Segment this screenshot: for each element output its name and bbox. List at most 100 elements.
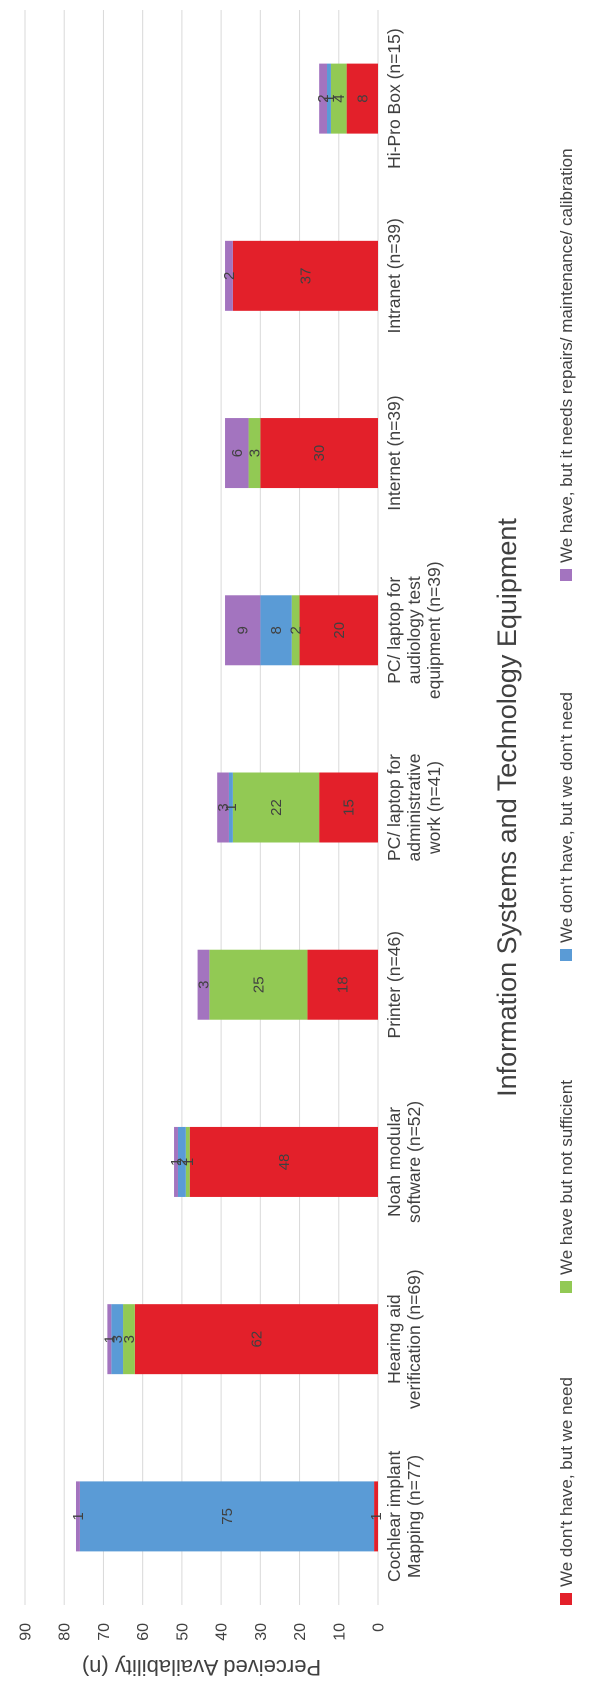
x-tick-label: Hearing aid (384, 1294, 404, 1384)
bar-segment (260, 595, 292, 666)
data-label: 3 (109, 1335, 126, 1343)
data-label: 8 (354, 94, 371, 102)
x-tick-label: Intranet (n=39) (384, 218, 404, 333)
data-label: 3 (121, 1335, 138, 1343)
bar-segment (217, 772, 229, 843)
data-label: 37 (297, 267, 314, 284)
y-tick-label: 90 (18, 1623, 35, 1641)
data-label: 15 (341, 799, 358, 816)
bars (75, 63, 379, 1552)
y-tick-label: 70 (96, 1623, 113, 1641)
legend-label: We have, but it needs repairs/ maintenan… (557, 148, 576, 563)
data-label: 20 (331, 622, 348, 639)
bar-segment (225, 595, 261, 666)
y-tick-label: 50 (174, 1623, 191, 1641)
data-label: 6 (229, 449, 246, 457)
bar-segment (346, 63, 378, 134)
bar-segment (260, 418, 379, 489)
bar-segment (123, 1304, 135, 1375)
bar-segment (189, 1126, 378, 1197)
bar-segment (248, 418, 261, 489)
data-label: 1 (168, 1158, 185, 1166)
bar-segment (225, 418, 249, 489)
x-tick-label: Internet (n=39) (384, 395, 404, 510)
legend-swatch (560, 1281, 572, 1293)
data-label: 1 (223, 803, 240, 811)
data-label: 22 (268, 799, 285, 816)
bar-segment (134, 1304, 378, 1375)
data-label: 62 (248, 1331, 265, 1348)
bar-segment (209, 949, 308, 1020)
bar-segment (232, 772, 320, 843)
data-label: 3 (195, 981, 212, 989)
bar-segment (232, 240, 378, 311)
x-tick-label: PC/ laptop for (384, 577, 404, 684)
bar-segment (291, 595, 300, 666)
y-axis-label: Perceived Availability (n) (82, 1655, 321, 1680)
y-tick-label: 20 (292, 1623, 309, 1641)
bar-segment (107, 1304, 112, 1375)
data-label: 2 (221, 272, 238, 280)
x-tick-label: Mapping (n=77) (404, 1455, 424, 1578)
x-tick-label: Cochlear implant (384, 1451, 404, 1582)
bar-segment (225, 240, 233, 311)
bar-segment (79, 1481, 375, 1552)
bar-segment (111, 1304, 124, 1375)
legend-swatch (560, 569, 572, 581)
bar-segment (177, 1126, 186, 1197)
y-tick-label: 60 (135, 1623, 152, 1641)
x-tick-label: equipment (n=39) (424, 561, 444, 699)
legend-swatch (560, 1593, 572, 1605)
data-label: 2 (288, 626, 305, 634)
y-tick-label: 40 (214, 1623, 231, 1641)
data-label: 30 (311, 445, 328, 462)
x-axis-ticks: Cochlear implant Mapping (n=77) Hearing ai… (384, 28, 444, 1582)
x-tick-label: administrative (404, 754, 424, 862)
data-label: 1 (368, 1512, 385, 1520)
x-tick-label: Printer (n=46) (384, 931, 404, 1038)
data-label: 48 (276, 1154, 293, 1171)
data-label: 8 (268, 626, 285, 634)
x-tick-label: verification (n=69) (404, 1269, 424, 1409)
y-axis-ticks: 0 10 20 30 40 50 60 70 80 90 (18, 1623, 388, 1641)
legend-label: We don't have, but we need (557, 1377, 576, 1587)
bar-segment (174, 1126, 178, 1197)
data-label: 9 (235, 626, 252, 634)
data-label: 1 (101, 1335, 118, 1343)
bar-segment (197, 949, 210, 1020)
bar-segment (319, 63, 328, 134)
legend-label: We don't have, but we don't need (557, 692, 576, 943)
bar-segment (299, 595, 378, 666)
bar-segment (307, 949, 378, 1020)
bar-segment (330, 63, 347, 134)
data-label: 3 (246, 449, 263, 457)
data-label: 1 (70, 1512, 87, 1520)
bar-segment (75, 1481, 80, 1552)
data-label: 18 (335, 976, 352, 993)
bar-segment (228, 772, 233, 843)
x-tick-label: PC/ laptop for (384, 754, 404, 861)
legend-swatch (560, 949, 572, 961)
bar-segment (374, 1481, 379, 1552)
bar-segment (185, 1126, 190, 1197)
x-tick-label: work (n=41) (424, 761, 444, 855)
data-label: 1 (180, 1158, 197, 1166)
bar-segment (319, 772, 378, 843)
y-tick-label: 30 (253, 1623, 270, 1641)
data-label: 4 (331, 94, 348, 102)
x-tick-label: Hi-Pro Box (n=15) (384, 28, 404, 169)
bar-segment (327, 63, 331, 134)
y-tick-label: 80 (57, 1623, 74, 1641)
x-axis-label: Information Systems and Technology Equip… (492, 518, 522, 1097)
data-label: 2 (315, 94, 332, 102)
y-tick-label: 0 (371, 1623, 388, 1632)
legend: We don't have, but we need We have but no… (557, 148, 576, 1605)
data-labels: 1751623314812118253152213202893036372841… (70, 94, 385, 1524)
data-label: 1 (321, 94, 338, 102)
data-label: 3 (215, 803, 232, 811)
y-tick-label: 10 (331, 1623, 348, 1641)
x-tick-label: Noah modular (384, 1107, 404, 1217)
x-tick-label: audiology test (404, 576, 424, 684)
